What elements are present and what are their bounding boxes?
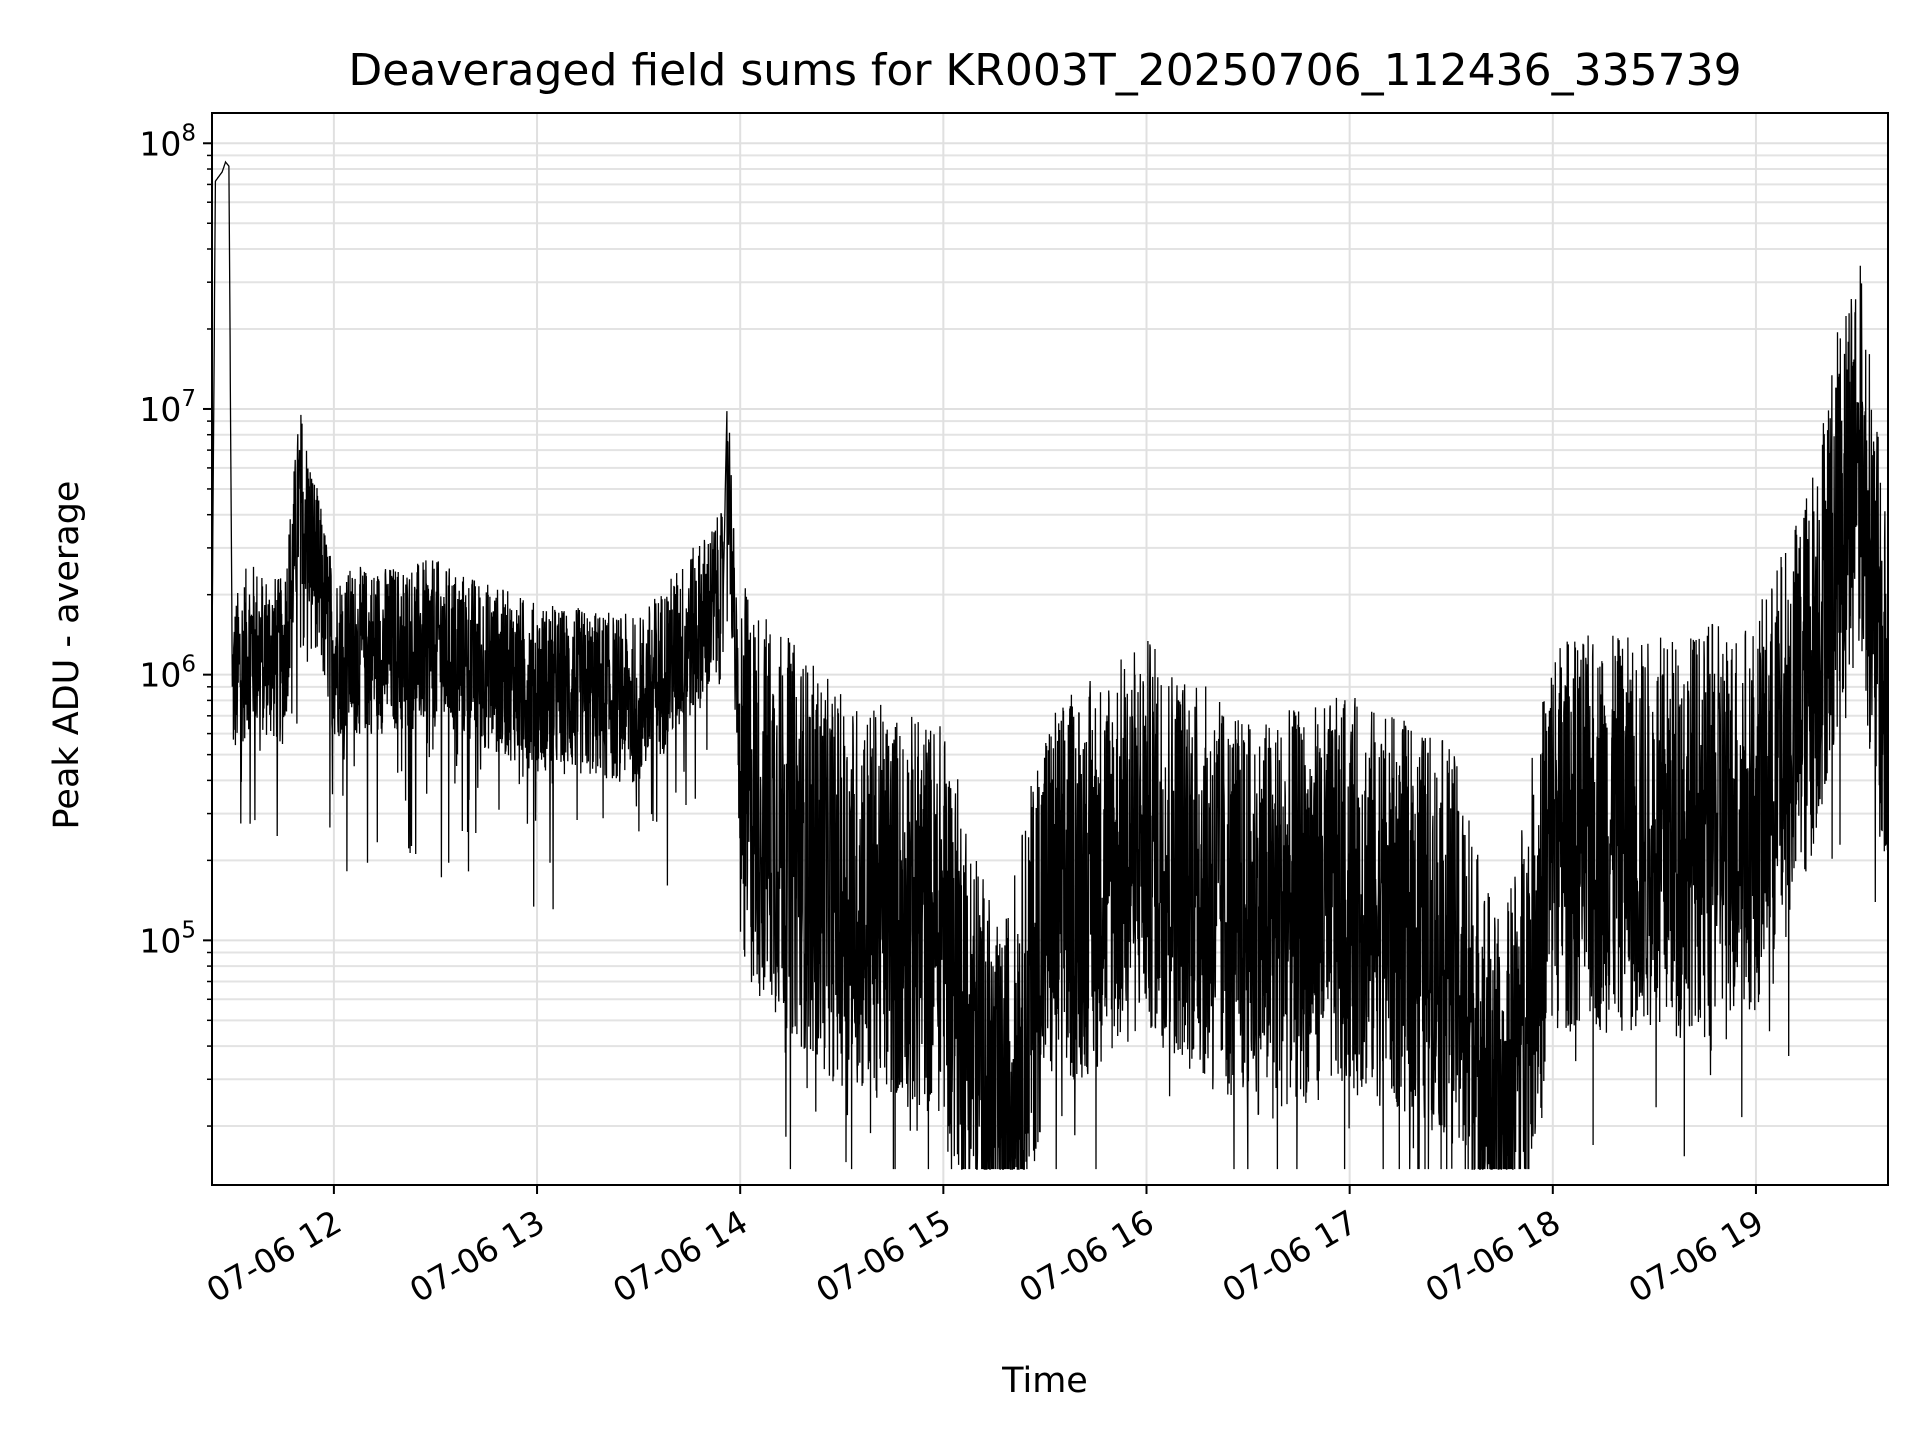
chart-title: Deaveraged field sums for KR003T_2025070… [348, 45, 1741, 96]
y-tick-label: 106 [139, 652, 196, 695]
y-tick-label: 107 [139, 386, 196, 429]
series-line [211, 160, 1889, 1170]
plot-frame [211, 112, 1889, 1186]
plot-area [211, 160, 1889, 1170]
y-axis-label: Peak ADU - average [47, 481, 87, 830]
y-tick-label: 105 [139, 917, 196, 960]
y-tick-label: 108 [139, 120, 196, 163]
x-axis-label: Time [1001, 1361, 1088, 1401]
